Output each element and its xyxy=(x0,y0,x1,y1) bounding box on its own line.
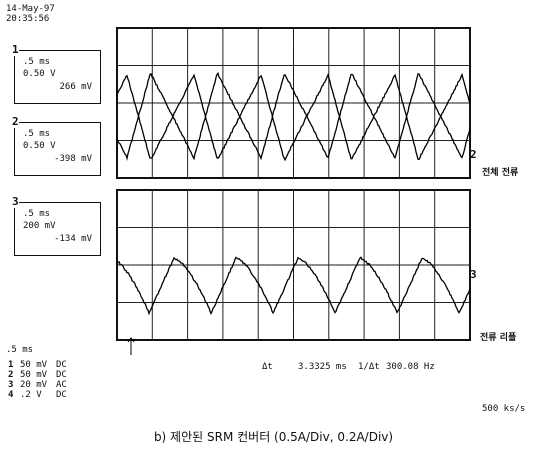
trigger-arrow xyxy=(128,338,134,355)
channel-coupling: AC xyxy=(56,380,67,390)
timebase: .5 ms xyxy=(23,129,50,139)
trace-marker: 3 xyxy=(470,268,477,281)
timebase: .5 ms xyxy=(23,57,50,67)
scale: 0.50 V xyxy=(23,69,56,79)
caption: b) 제안된 SRM 컨버터 (0.5A/Div, 0.2A/Div) xyxy=(0,428,547,445)
inverse-label: 1/Δt xyxy=(358,362,380,372)
channel-coupling: DC xyxy=(56,360,67,370)
offset: 266 mV xyxy=(59,82,92,92)
offset: -398 mV xyxy=(54,154,92,164)
channel-number: 2 xyxy=(8,370,13,380)
scale: 0.50 V xyxy=(23,141,56,151)
scale: 200 mV xyxy=(23,221,56,231)
sample-rate: 500 ks/s xyxy=(482,404,525,414)
channel-scale: .2 V xyxy=(20,390,42,400)
date: 14-May-97 xyxy=(6,4,55,14)
channel-scale: 50 mV xyxy=(20,370,47,380)
channel-scale: 50 mV xyxy=(20,360,47,370)
trace-marker: 2 xyxy=(470,148,477,161)
channel-number: 1 xyxy=(12,43,19,56)
channel-number: 2 xyxy=(12,115,19,128)
delta-t: 3.3325 ms xyxy=(298,362,347,372)
time: 20:35:56 xyxy=(6,14,49,24)
channel-box: 2.5 ms0.50 V-398 mV xyxy=(14,122,101,176)
timebase: .5 ms xyxy=(23,209,50,219)
channel-coupling: DC xyxy=(56,370,67,380)
channel-number: 3 xyxy=(8,380,13,390)
channel-scale: 20 mV xyxy=(20,380,47,390)
offset: -134 mV xyxy=(54,234,92,244)
page: 14-May-97 20:35:56 2 전체 전류 3 전류 리플 .5 ms… xyxy=(0,0,547,452)
trace-label: 전류 리플 xyxy=(480,330,516,343)
channel-coupling: DC xyxy=(56,390,67,400)
timebase: .5 ms xyxy=(6,345,33,355)
frequency: 300.08 Hz xyxy=(386,362,435,372)
trace-label: 전체 전류 xyxy=(482,165,518,178)
channel-number: 1 xyxy=(8,360,13,370)
channel-number: 4 xyxy=(8,390,13,400)
delta-t-label: Δt xyxy=(262,362,273,372)
channel-box: 3.5 ms200 mV-134 mV xyxy=(14,202,101,256)
channel-number: 3 xyxy=(12,195,19,208)
channel-box: 1.5 ms0.50 V266 mV xyxy=(14,50,101,104)
